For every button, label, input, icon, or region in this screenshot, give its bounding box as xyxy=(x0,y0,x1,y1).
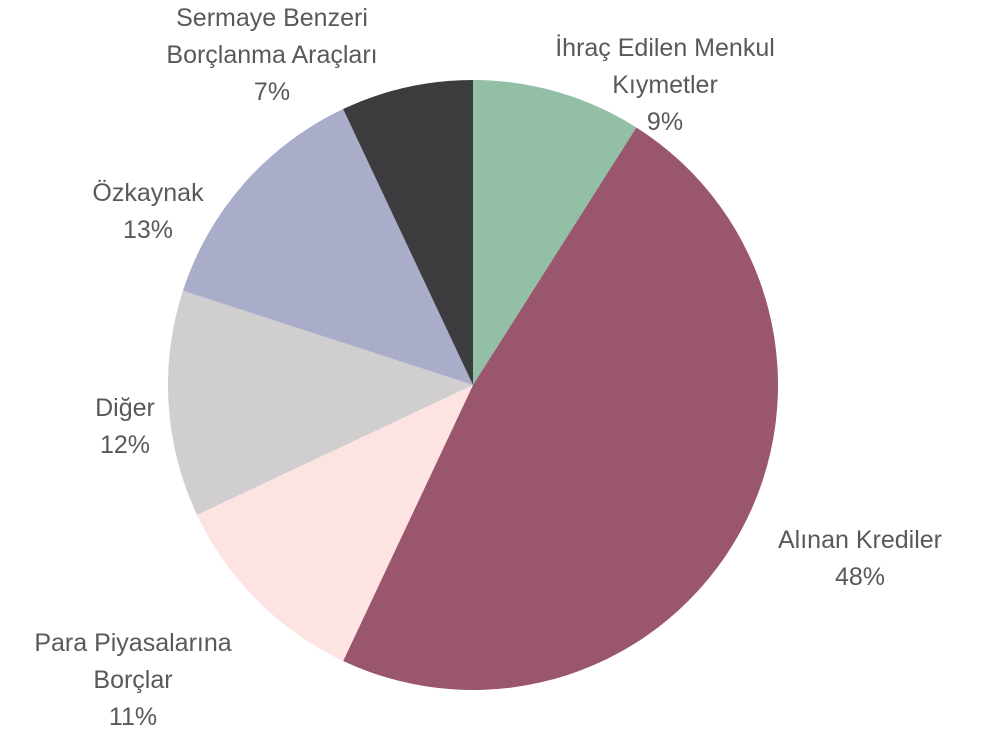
value-label: 12% xyxy=(99,431,151,459)
category-label: İhraç Edilen Menkul Kıymetler xyxy=(555,34,775,99)
value-label: 48% xyxy=(834,563,886,591)
slice-label: Alınan Krediler 48% xyxy=(730,522,990,596)
value-label: 9% xyxy=(646,108,684,136)
value-label: 7% xyxy=(253,78,291,106)
category-label: Diğer xyxy=(95,394,155,422)
pie-slice xyxy=(473,80,637,385)
category-label: Sermaye Benzeri Borçlanma Araçları xyxy=(166,4,378,69)
slice-label: Diğer 12% xyxy=(25,390,225,464)
pie-slice xyxy=(343,80,473,385)
pie-slice xyxy=(197,385,473,661)
slice-label: Özkaynak 13% xyxy=(48,175,248,249)
pie-slice xyxy=(167,290,473,515)
value-label: 11% xyxy=(108,703,158,731)
category-label: Alınan Krediler xyxy=(778,526,942,554)
category-label: Para Piyasalarına Borçlar xyxy=(34,629,232,694)
value-label: 13% xyxy=(122,216,174,244)
pie-slice xyxy=(343,127,779,691)
slice-label: İhraç Edilen Menkul Kıymetler 9% xyxy=(545,30,785,141)
slice-label: Sermaye Benzeri Borçlanma Araçları 7% xyxy=(142,0,402,111)
slice-label: Para Piyasalarına Borçlar 11% xyxy=(18,625,248,736)
category-label: Özkaynak xyxy=(92,179,204,207)
pie-slice xyxy=(182,109,473,386)
